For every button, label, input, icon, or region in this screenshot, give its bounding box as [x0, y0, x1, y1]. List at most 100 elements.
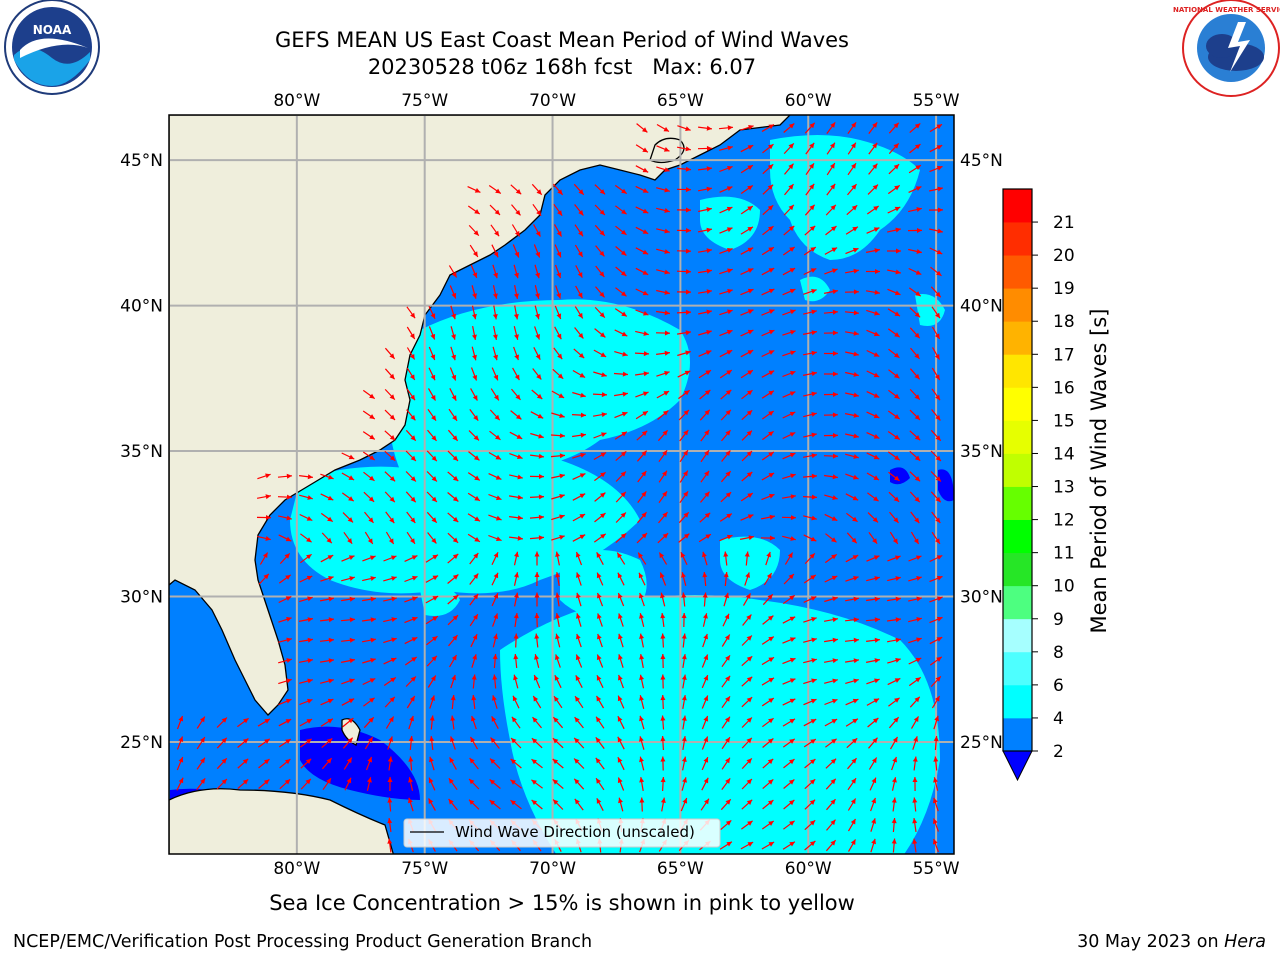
wave-arrow-head	[811, 391, 817, 397]
wave-arrow-head	[789, 718, 795, 724]
wave-arrow-head	[873, 698, 880, 704]
wave-arrow-head	[767, 779, 774, 785]
wave-arrow-head	[349, 576, 355, 581]
wave-arrow-head	[935, 476, 941, 482]
wave-arrow-head	[683, 410, 689, 416]
wave-arrow-head	[306, 719, 313, 724]
wave-arrow-head	[348, 718, 354, 724]
wave-arrow-head	[746, 737, 752, 744]
colorbar: 2 4 6 8 9 10 11 12 13 14 15 16 17 18 19 20 21	[1002, 188, 1075, 782]
wave-arrow-head	[328, 658, 334, 664]
wave-arrow-head	[596, 716, 601, 723]
wave-arrow-head	[809, 122, 815, 129]
colorbar-tick-label: 17	[1053, 345, 1075, 365]
colorbar-segment	[1003, 453, 1032, 487]
lon-label-top: 65°W	[657, 91, 704, 111]
wave-arrow-head	[389, 414, 395, 420]
wave-arrow-head	[727, 289, 733, 294]
wave-arrow-head	[559, 433, 565, 439]
wave-arrow-head	[493, 613, 498, 619]
wave-arrow-head	[809, 204, 815, 211]
wave-arrow-head	[495, 454, 502, 460]
wave-arrow-head	[556, 251, 562, 258]
wave-arrow-head	[681, 613, 687, 619]
wave-arrow-head	[664, 249, 670, 254]
wave-arrow-head	[894, 373, 900, 379]
map-frame	[168, 114, 955, 855]
wave-arrow-head	[895, 637, 901, 643]
wave-arrow-head	[556, 293, 561, 299]
wave-arrow-head	[552, 738, 559, 744]
wave-arrow-head	[935, 455, 941, 461]
wave-arrow-head	[452, 595, 459, 601]
wave-arrow-head	[326, 758, 332, 764]
wave-arrow-head	[725, 757, 730, 764]
colorbar-segment	[1003, 189, 1032, 223]
wave-arrow-head	[601, 412, 607, 418]
wave-arrow-head	[242, 738, 249, 744]
wave-arrow-head	[660, 654, 666, 660]
wave-arrow-head	[769, 514, 775, 520]
wave-arrow-head	[432, 596, 439, 601]
wave-arrow-head	[327, 555, 334, 560]
wave-arrow-head	[432, 636, 438, 642]
wave-arrow-head	[452, 475, 459, 482]
wave-arrow-head	[852, 495, 859, 501]
wave-arrow-head	[915, 144, 921, 150]
wave-arrow-head	[641, 491, 647, 497]
wave-arrow-head	[221, 779, 227, 785]
wave-arrow-head	[327, 516, 333, 522]
wave-arrow-head	[328, 617, 334, 623]
wave-arrow-head	[575, 696, 580, 702]
lat-label-right: 45°N	[960, 151, 1003, 171]
wave-arrow-head	[894, 332, 900, 338]
wave-arrow-head	[472, 334, 477, 340]
wave-arrow-head	[936, 555, 943, 560]
wave-arrow-head	[307, 678, 313, 684]
wave-arrow-head	[387, 838, 393, 844]
wave-arrow-head	[408, 756, 414, 762]
wave-arrow-head	[600, 332, 606, 338]
wave-arrow-head	[767, 164, 774, 170]
wave-arrow-head	[853, 268, 859, 274]
wave-arrow-head	[430, 695, 435, 701]
wave-arrow-head	[871, 797, 876, 804]
wave-arrow-head	[556, 333, 562, 340]
wave-arrow-head	[809, 779, 816, 785]
wave-arrow-head	[494, 230, 500, 237]
wave-arrow-head	[469, 799, 475, 805]
wave-arrow-head	[683, 450, 688, 456]
wave-arrow-head	[851, 184, 857, 190]
wave-arrow-head	[577, 292, 583, 299]
wave-arrow-head	[411, 637, 418, 642]
wave-arrow-head	[178, 757, 184, 763]
wave-arrow-head	[682, 798, 688, 804]
wave-arrow-head	[874, 678, 880, 684]
wave-arrow-head	[221, 758, 227, 764]
wave-arrow-head	[534, 633, 540, 639]
wave-arrow-head	[747, 268, 754, 273]
wave-arrow-head	[493, 633, 498, 640]
wave-arrow-head	[473, 251, 478, 257]
wave-arrow-head	[872, 538, 878, 544]
wave-arrow-head	[685, 309, 691, 315]
wave-arrow-head	[493, 593, 499, 599]
wave-arrow-head	[596, 675, 602, 681]
wave-arrow-head	[832, 289, 838, 295]
wave-arrow-head	[535, 354, 541, 360]
wave-arrow-head	[328, 596, 334, 602]
wave-arrow-head	[788, 123, 795, 129]
wave-arrow-head	[531, 759, 537, 765]
wave-arrow-head	[830, 778, 836, 785]
wave-arrow-head	[471, 674, 477, 680]
wave-arrow-head	[746, 779, 752, 785]
wave-arrow-head	[933, 797, 938, 804]
wave-arrow-head	[664, 167, 670, 172]
wave-arrow-head	[790, 350, 796, 356]
wave-arrow-head	[936, 145, 943, 150]
wave-arrow-head	[895, 555, 901, 561]
wave-arrow-head	[833, 371, 838, 377]
wave-arrow-head	[429, 756, 434, 763]
wave-arrow-head	[286, 473, 292, 479]
wave-arrow-head	[685, 228, 691, 233]
